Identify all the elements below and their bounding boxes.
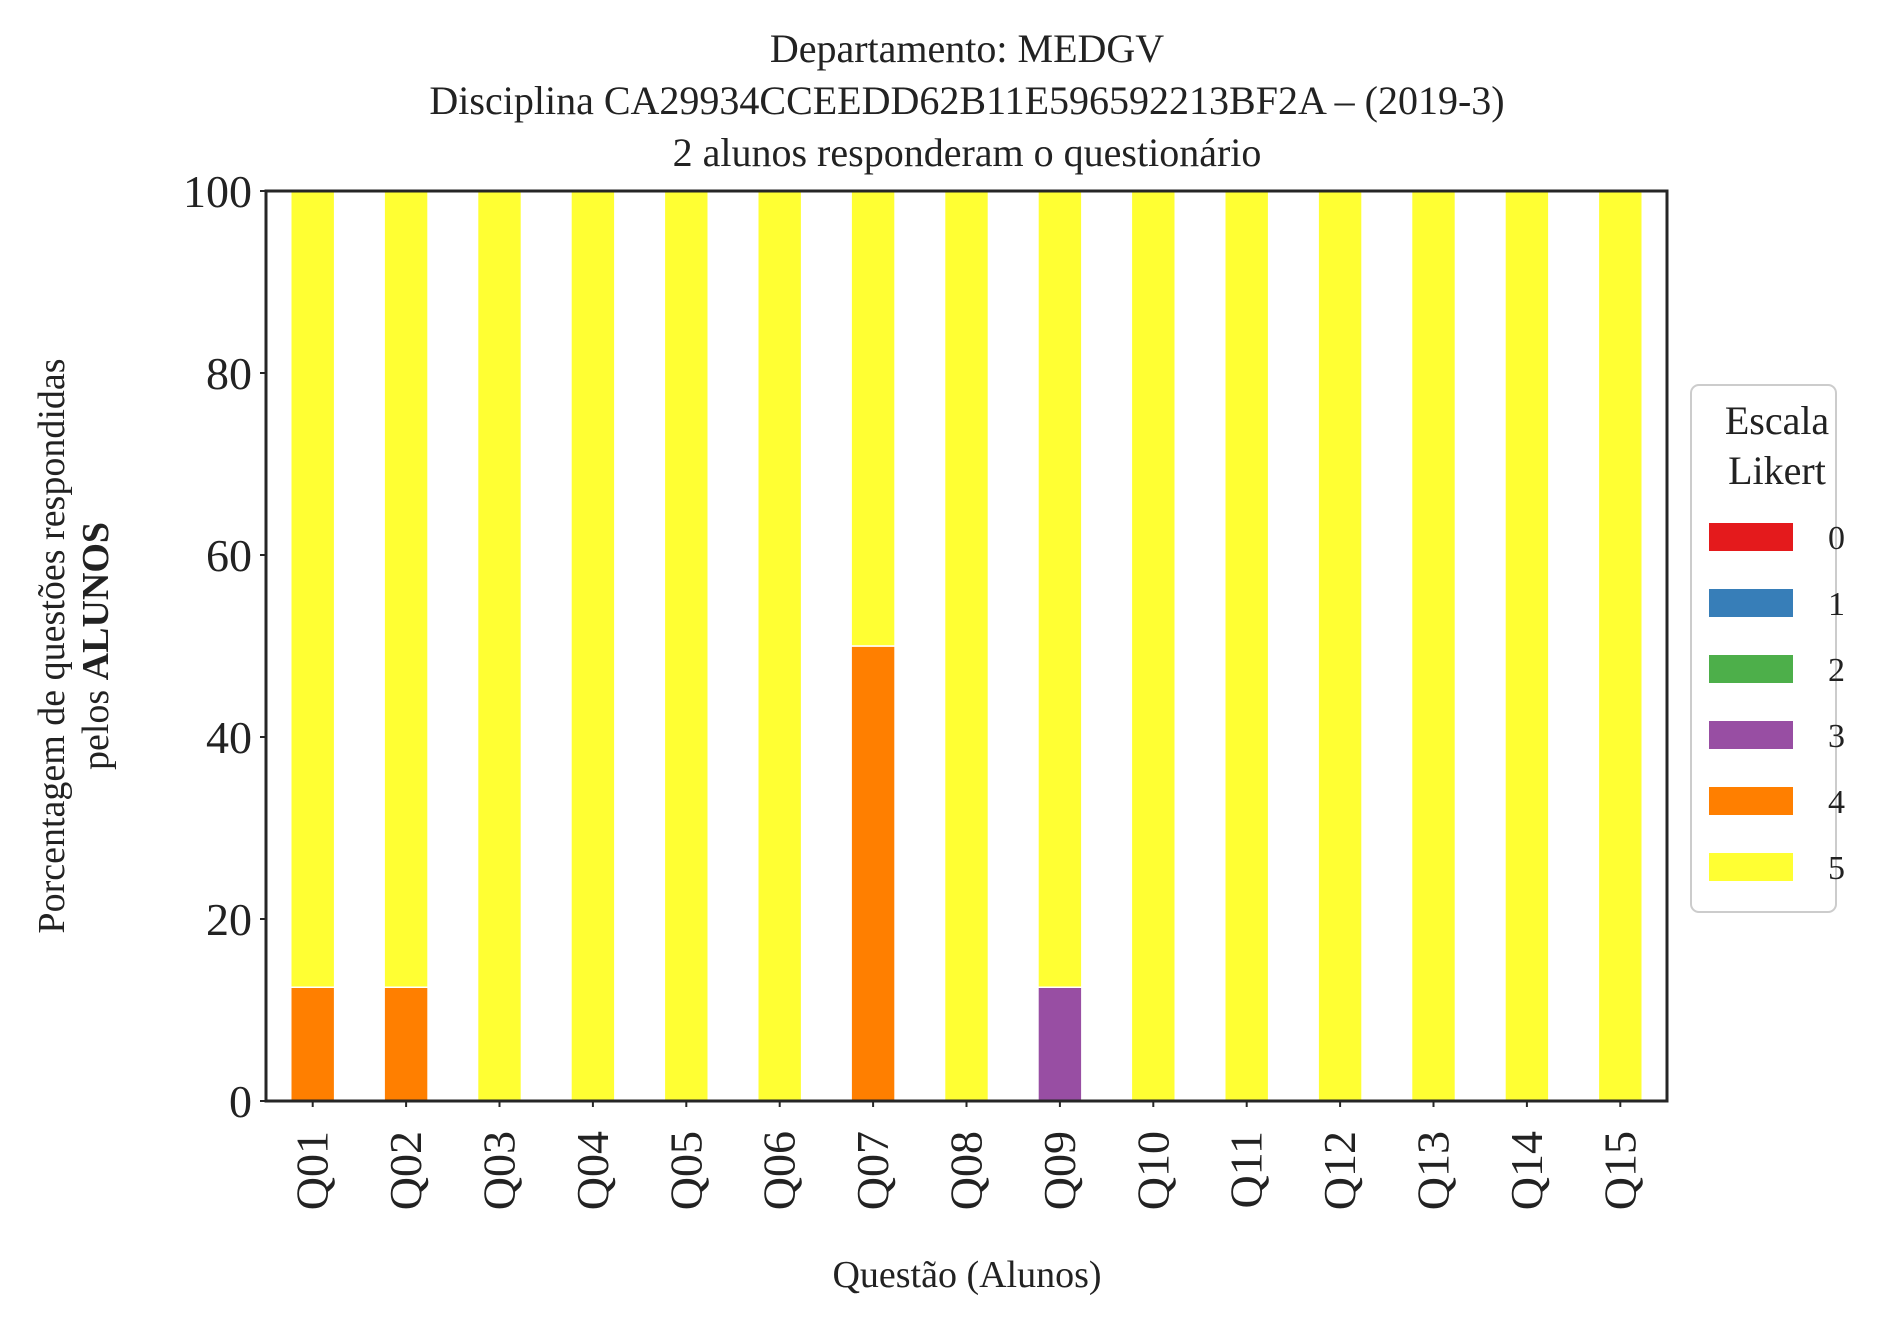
legend-swatch-1 <box>1709 589 1793 617</box>
legend-label-4: 4 <box>1828 784 1845 821</box>
legend-swatch-3 <box>1709 721 1793 749</box>
legend-label-2: 2 <box>1828 652 1845 689</box>
legend-swatch-4 <box>1709 787 1793 815</box>
y-tick-label-20: 20 <box>206 894 252 945</box>
bar-Q15-scale-5 <box>1597 190 1643 1102</box>
x-tick-label-Q10: Q10 <box>1127 1131 1178 1210</box>
x-tick-label-Q05: Q05 <box>660 1131 711 1210</box>
title-line-2: Disciplina CA29934CCEEDD62B11E596592213B… <box>429 78 1504 123</box>
x-tick-label-Q12: Q12 <box>1314 1131 1365 1210</box>
title-line-1: Departamento: MEDGV <box>770 26 1164 71</box>
x-tick-label-Q14: Q14 <box>1501 1131 1552 1210</box>
bars-layer <box>290 190 1643 1102</box>
x-axis-ticks: Q01 Q02 Q03 Q04 Q05 Q06 Q07 Q08 Q09 Q10 Q11 Q12 Q13 Q… <box>287 1101 1645 1210</box>
y-tick-label-40: 40 <box>206 712 252 763</box>
x-tick-label-Q02: Q02 <box>380 1131 431 1210</box>
y-axis-label-prefix: pelos <box>75 680 117 770</box>
bar-Q14-scale-5 <box>1504 190 1550 1102</box>
y-tick-label-80: 80 <box>206 348 252 399</box>
bar-Q02-scale-4 <box>383 986 429 1102</box>
bar-Q05-scale-5 <box>663 190 709 1102</box>
y-axis-label-bold: ALUNOS <box>75 522 117 680</box>
x-tick-label-Q08: Q08 <box>941 1131 992 1210</box>
bar-Q09-scale-5 <box>1037 190 1083 988</box>
x-tick-label-Q13: Q13 <box>1408 1131 1459 1210</box>
bar-Q06-scale-5 <box>757 190 803 1102</box>
x-tick-label-Q03: Q03 <box>474 1131 525 1210</box>
legend-label-3: 3 <box>1828 718 1845 755</box>
bar-Q11-scale-5 <box>1224 190 1270 1102</box>
legend-title-line-2: Likert <box>1728 448 1826 493</box>
x-tick-label-Q01: Q01 <box>287 1131 338 1210</box>
legend-label-5: 5 <box>1828 850 1845 887</box>
title-line-3: 2 alunos responderam o questionário <box>673 130 1262 175</box>
legend-swatch-5 <box>1709 853 1793 881</box>
bar-Q08-scale-5 <box>943 190 990 1102</box>
bar-Q12-scale-5 <box>1317 190 1363 1102</box>
legend-items: 0 1 2 3 4 5 <box>1709 520 1845 887</box>
bar-Q02-scale-5 <box>383 190 429 988</box>
y-axis-ticks: 0 20 40 60 80 100 <box>183 166 266 1127</box>
bar-Q07-scale-4 <box>850 645 896 1102</box>
x-axis-label: Questão (Alunos) <box>832 1254 1101 1296</box>
chart-title: Departamento: MEDGV Disciplina CA29934CC… <box>429 26 1504 175</box>
plot-frame <box>264 189 1669 1103</box>
x-tick-label-Q09: Q09 <box>1034 1131 1085 1210</box>
legend-frame <box>1690 384 1837 913</box>
legend-label-1: 1 <box>1828 586 1845 623</box>
legend-swatch-0 <box>1709 523 1793 551</box>
x-tick-label-Q07: Q07 <box>847 1131 898 1210</box>
bar-Q10-scale-5 <box>1130 190 1176 1102</box>
legend-title-line-1: Escala <box>1725 398 1830 443</box>
bar-Q01-scale-4 <box>290 986 336 1102</box>
x-tick-label-Q06: Q06 <box>754 1131 805 1210</box>
x-tick-label-Q04: Q04 <box>567 1131 618 1210</box>
legend-label-0: 0 <box>1828 520 1845 557</box>
y-axis-label-line-2: pelos ALUNOS <box>75 522 117 770</box>
y-tick-label-60: 60 <box>206 530 252 581</box>
bar-Q04-scale-5 <box>570 190 616 1102</box>
y-axis-label: Porcentagem de questões respondidas pelo… <box>31 358 117 933</box>
bar-Q13-scale-5 <box>1410 190 1457 1102</box>
bar-Q09-scale-3 <box>1037 986 1083 1102</box>
x-tick-label-Q15: Q15 <box>1594 1131 1645 1210</box>
legend: Escala Likert 0 1 2 3 4 5 <box>1690 384 1845 913</box>
x-tick-label-Q11: Q11 <box>1221 1131 1272 1209</box>
bar-Q03-scale-5 <box>476 190 523 1102</box>
bar-Q07-scale-5 <box>850 190 896 647</box>
y-axis-label-line-1: Porcentagem de questões respondidas <box>31 358 73 933</box>
y-tick-label-0: 0 <box>229 1076 252 1127</box>
bar-Q01-scale-5 <box>290 190 336 988</box>
y-tick-label-100: 100 <box>183 166 252 217</box>
legend-swatch-2 <box>1709 655 1793 683</box>
